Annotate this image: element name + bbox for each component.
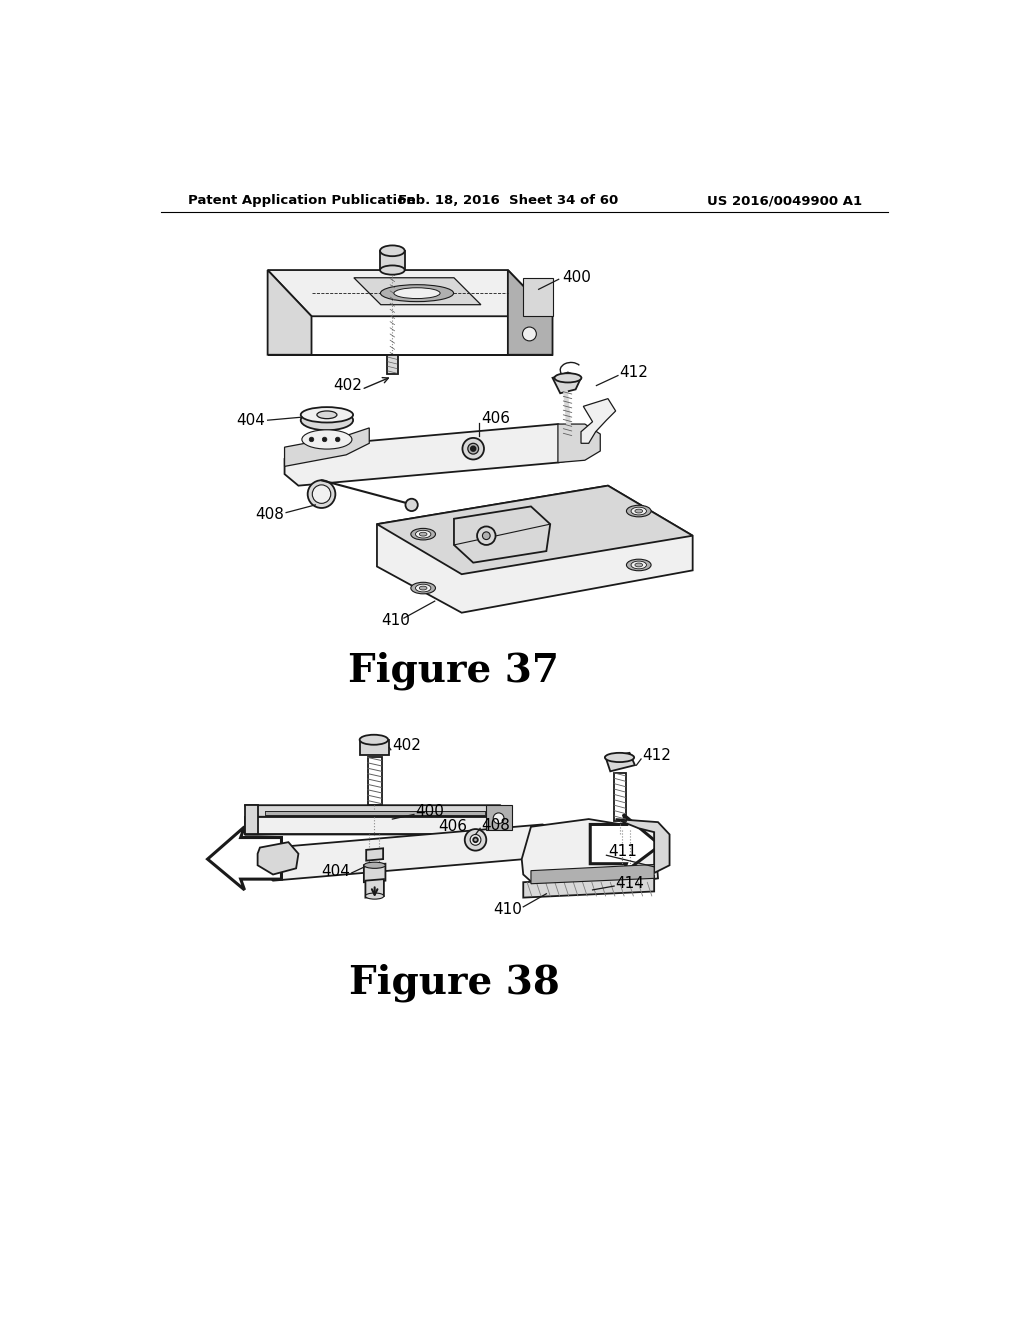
Polygon shape xyxy=(208,826,282,890)
Ellipse shape xyxy=(416,585,431,591)
Polygon shape xyxy=(521,818,658,888)
Text: 400: 400 xyxy=(562,271,591,285)
Ellipse shape xyxy=(554,374,582,383)
Text: 411: 411 xyxy=(608,843,637,859)
Text: 402: 402 xyxy=(333,378,361,393)
Text: 406: 406 xyxy=(438,820,468,834)
Polygon shape xyxy=(387,355,397,374)
Ellipse shape xyxy=(416,531,431,539)
Ellipse shape xyxy=(301,411,353,430)
Polygon shape xyxy=(245,830,512,834)
Ellipse shape xyxy=(364,862,385,869)
Polygon shape xyxy=(380,251,404,271)
Text: Patent Application Publication: Patent Application Publication xyxy=(188,194,416,207)
Text: 406: 406 xyxy=(481,411,510,426)
Polygon shape xyxy=(366,879,384,898)
Polygon shape xyxy=(553,372,581,393)
Ellipse shape xyxy=(635,510,643,513)
Text: 412: 412 xyxy=(620,364,648,380)
Polygon shape xyxy=(265,810,484,816)
Circle shape xyxy=(307,480,336,508)
Polygon shape xyxy=(615,818,670,873)
Ellipse shape xyxy=(366,894,384,899)
Ellipse shape xyxy=(359,735,388,744)
Polygon shape xyxy=(260,825,569,880)
Polygon shape xyxy=(354,277,481,305)
Text: 414: 414 xyxy=(615,876,644,891)
Ellipse shape xyxy=(627,506,651,517)
Circle shape xyxy=(336,437,340,442)
Circle shape xyxy=(477,527,496,545)
Ellipse shape xyxy=(381,285,454,302)
Text: 404: 404 xyxy=(322,863,350,879)
Ellipse shape xyxy=(302,430,352,449)
Polygon shape xyxy=(558,424,600,462)
Circle shape xyxy=(465,829,486,850)
Text: 404: 404 xyxy=(237,413,265,428)
Polygon shape xyxy=(523,876,654,898)
Circle shape xyxy=(323,437,327,442)
Polygon shape xyxy=(245,805,512,817)
Text: 408: 408 xyxy=(481,817,511,833)
Circle shape xyxy=(494,813,504,824)
Circle shape xyxy=(482,532,490,540)
Text: 410: 410 xyxy=(494,902,522,916)
Text: Feb. 18, 2016  Sheet 34 of 60: Feb. 18, 2016 Sheet 34 of 60 xyxy=(397,194,618,207)
Polygon shape xyxy=(377,486,692,574)
Circle shape xyxy=(309,437,313,442)
Polygon shape xyxy=(581,399,615,444)
Polygon shape xyxy=(531,865,654,884)
Polygon shape xyxy=(245,805,258,834)
Text: 410: 410 xyxy=(381,612,410,628)
Polygon shape xyxy=(454,507,550,562)
Ellipse shape xyxy=(631,561,646,569)
Polygon shape xyxy=(245,817,500,834)
Text: 408: 408 xyxy=(256,507,285,521)
Polygon shape xyxy=(364,863,385,882)
Polygon shape xyxy=(508,271,553,355)
Ellipse shape xyxy=(635,564,643,566)
Circle shape xyxy=(470,834,481,845)
Ellipse shape xyxy=(631,507,646,515)
Ellipse shape xyxy=(419,532,427,536)
Ellipse shape xyxy=(301,407,353,422)
Polygon shape xyxy=(258,842,298,875)
Polygon shape xyxy=(486,805,512,830)
Polygon shape xyxy=(360,739,388,755)
Circle shape xyxy=(406,499,418,511)
Polygon shape xyxy=(285,428,370,466)
Circle shape xyxy=(468,444,478,454)
Text: 402: 402 xyxy=(392,738,421,754)
Circle shape xyxy=(463,438,484,459)
Circle shape xyxy=(473,838,478,842)
Circle shape xyxy=(471,446,475,451)
Polygon shape xyxy=(367,849,383,861)
Text: US 2016/0049900 A1: US 2016/0049900 A1 xyxy=(707,194,862,207)
Ellipse shape xyxy=(627,560,651,570)
Polygon shape xyxy=(267,271,553,317)
Text: 412: 412 xyxy=(643,747,672,763)
Text: Figure 38: Figure 38 xyxy=(348,964,559,1002)
Ellipse shape xyxy=(380,265,404,275)
Ellipse shape xyxy=(411,528,435,540)
Circle shape xyxy=(312,484,331,503)
Ellipse shape xyxy=(316,411,337,418)
Text: 400: 400 xyxy=(416,804,444,818)
Circle shape xyxy=(522,327,537,341)
Polygon shape xyxy=(523,277,553,317)
Polygon shape xyxy=(590,814,660,873)
Polygon shape xyxy=(285,424,585,486)
Ellipse shape xyxy=(419,586,427,590)
Text: Figure 37: Figure 37 xyxy=(348,651,559,689)
Polygon shape xyxy=(605,752,635,771)
Ellipse shape xyxy=(380,246,404,256)
Ellipse shape xyxy=(394,288,440,298)
Polygon shape xyxy=(267,271,311,355)
Ellipse shape xyxy=(605,752,634,762)
Ellipse shape xyxy=(411,582,435,594)
Polygon shape xyxy=(377,486,692,612)
